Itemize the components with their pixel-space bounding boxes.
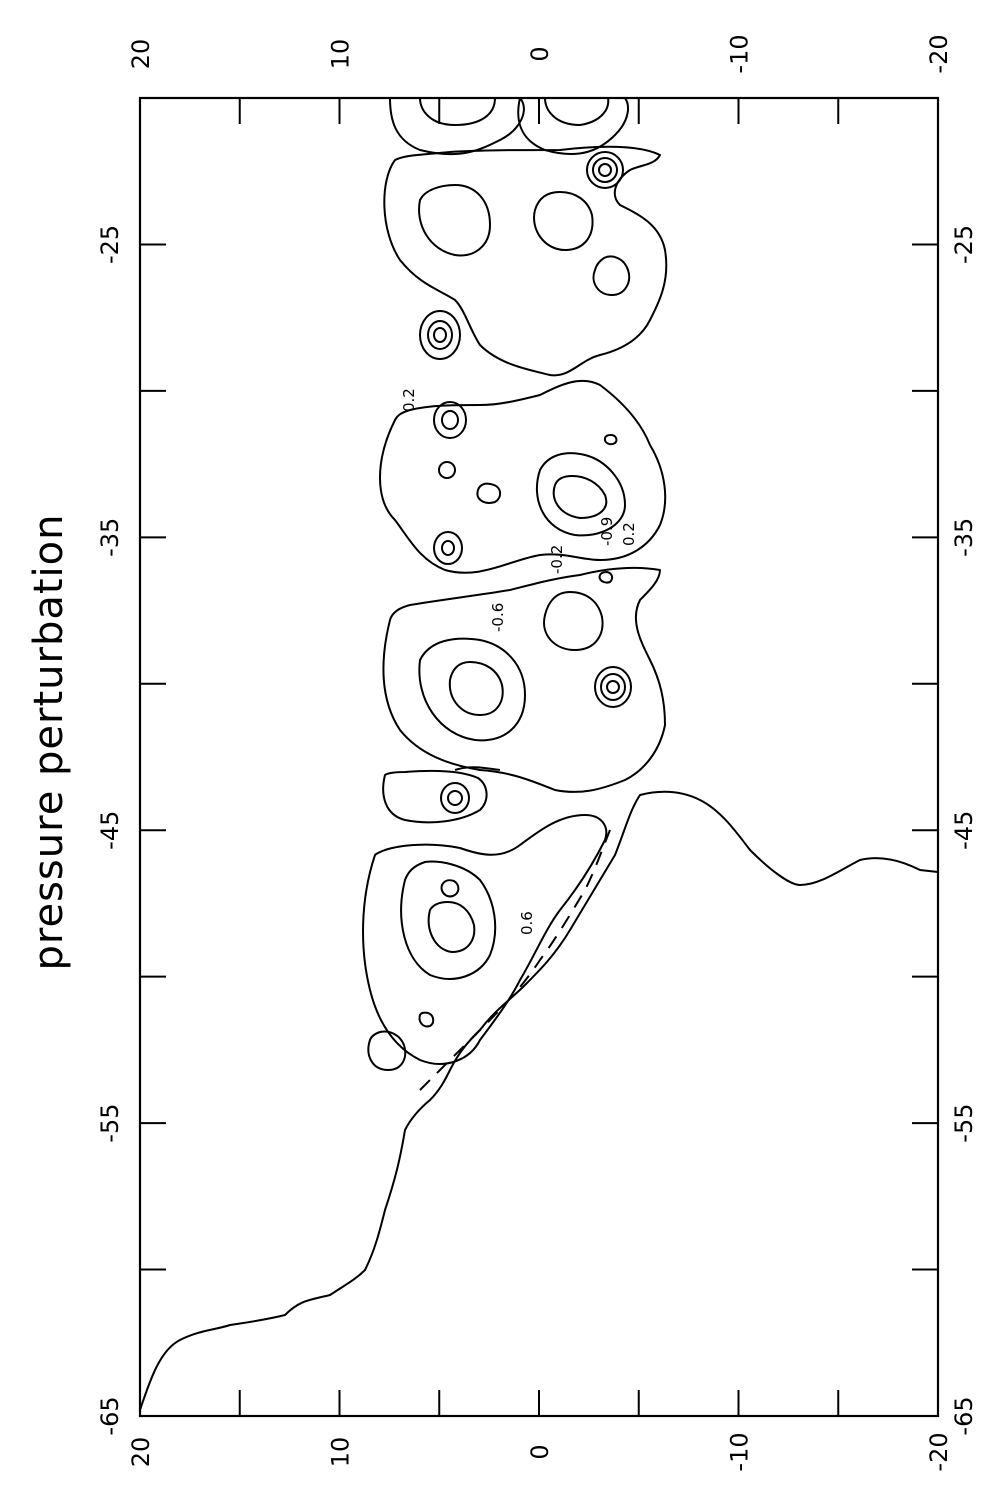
y-tick-label: -20 — [925, 1432, 953, 1471]
y-tick-label: -10 — [726, 1432, 754, 1471]
x-tick-label: -55 — [96, 1104, 124, 1143]
contour-labels: 0.2 -0.6 0.6 -0.2 -0.9 0.2 — [400, 388, 638, 935]
contour-lines — [362, 97, 668, 1071]
y-tick-label: 0 — [526, 46, 554, 61]
y-tick-label: 0 — [526, 1444, 554, 1459]
y-tick-label: 20 — [127, 39, 155, 70]
y-tick-label: 20 — [127, 1437, 155, 1468]
contour-label: 0.2 — [400, 388, 418, 412]
x-tick-label: -45 — [950, 811, 978, 850]
x-tick-label: -25 — [950, 225, 978, 264]
y-tick-label: 10 — [327, 1437, 355, 1468]
contour-label: -0.6 — [489, 603, 507, 632]
x-tick-label: -65 — [96, 1396, 124, 1435]
coastline — [139, 790, 939, 1411]
contour-label: -0.2 — [548, 545, 566, 574]
contour-dashed — [419, 829, 611, 1091]
y-tick-label: -10 — [726, 34, 754, 73]
y-tick-label: -20 — [925, 34, 953, 73]
x-tick-label: -65 — [950, 1396, 978, 1435]
contour-label: 0.6 — [518, 911, 536, 935]
contour-label: 0.2 — [620, 522, 638, 546]
x-tick-label: -55 — [950, 1104, 978, 1143]
chart-title: pressure perturbation — [26, 514, 72, 971]
y-tick-label: 10 — [327, 39, 355, 70]
x-tick-label: -35 — [96, 518, 124, 557]
contour-label: -0.9 — [598, 517, 616, 546]
x-tick-label: -25 — [96, 225, 124, 264]
axis-tick-labels: -65-65-55-55-45-45-35-35-25-25-15-15-5-5… — [96, 34, 978, 1471]
plot-frame — [138, 96, 940, 1418]
x-tick-label: -45 — [96, 811, 124, 850]
axis-ticks — [139, 97, 939, 1417]
x-tick-label: -35 — [950, 518, 978, 557]
